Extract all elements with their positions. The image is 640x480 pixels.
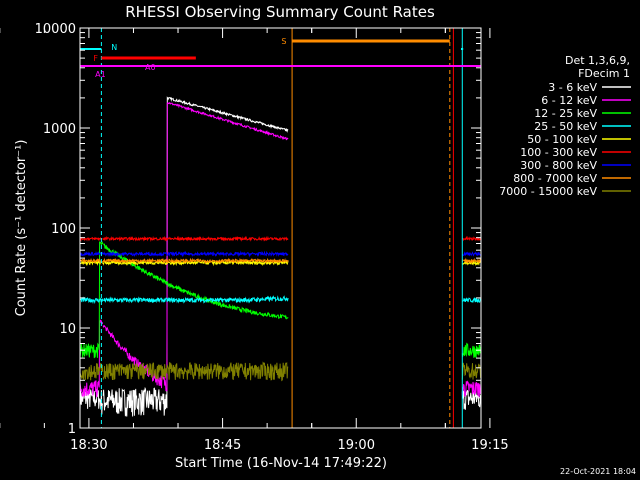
series-3_6keV-line bbox=[79, 96, 482, 417]
legend-label: 50 - 100 keV bbox=[527, 133, 597, 146]
series-6_12keV-line bbox=[79, 101, 482, 398]
flag-label-s: S bbox=[281, 37, 286, 46]
y-tick-label: 1 bbox=[68, 422, 76, 437]
legend-label: 25 - 50 keV bbox=[534, 120, 597, 133]
x-tick-label: 18:45 bbox=[204, 438, 241, 453]
y-tick-label: 10 bbox=[59, 322, 76, 337]
legend-header-1: Det 1,3,6,9, bbox=[565, 54, 630, 67]
legend-label: 12 - 25 keV bbox=[534, 107, 597, 120]
series-layer bbox=[79, 96, 482, 417]
legend-label: 800 - 7000 keV bbox=[513, 172, 597, 185]
series-12_25keV-line bbox=[79, 241, 482, 359]
legend-label: 6 - 12 keV bbox=[541, 94, 597, 107]
x-tick-label: 19:00 bbox=[338, 438, 375, 453]
axis-layer: 11010010001000018:0018:1518:3018:4519:00… bbox=[0, 22, 509, 453]
x-axis-label: Start Time (16-Nov-14 17:49:22) bbox=[175, 456, 387, 471]
legend-label: 300 - 800 keV bbox=[520, 159, 597, 172]
legend-label: 7000 - 15000 keV bbox=[499, 185, 597, 198]
flag-label-a1: A1 bbox=[95, 70, 106, 79]
flag-label-f: F bbox=[93, 54, 98, 63]
flag-label-a0: A0 bbox=[145, 63, 156, 72]
legend-label: 100 - 300 keV bbox=[520, 146, 597, 159]
y-tick-label: 100 bbox=[51, 222, 76, 237]
flag-layer: N F S A0 A1 bbox=[80, 28, 481, 428]
y-axis-label: Count Rate (s⁻¹ detector⁻¹) bbox=[14, 140, 29, 317]
chart-title: RHESSI Observing Summary Count Rates bbox=[125, 3, 435, 21]
flag-label-n: N bbox=[111, 43, 117, 52]
series-100_300keV-line bbox=[79, 235, 482, 243]
series-7000_15000keV-line bbox=[79, 361, 482, 382]
legend-header-2: FDecim 1 bbox=[578, 67, 630, 80]
timestamp: 22-Oct-2021 18:04 bbox=[560, 467, 636, 476]
x-tick-label: 19:15 bbox=[471, 438, 508, 453]
y-tick-label: 10000 bbox=[35, 22, 76, 37]
series-800_7000keV-line bbox=[79, 257, 482, 265]
series-300_800keV-line bbox=[79, 250, 481, 258]
series-25_50keV-line bbox=[79, 295, 482, 304]
x-tick-label: 18:30 bbox=[70, 438, 107, 453]
legend-label: 3 - 6 keV bbox=[548, 81, 597, 94]
y-tick-label: 1000 bbox=[43, 122, 76, 137]
